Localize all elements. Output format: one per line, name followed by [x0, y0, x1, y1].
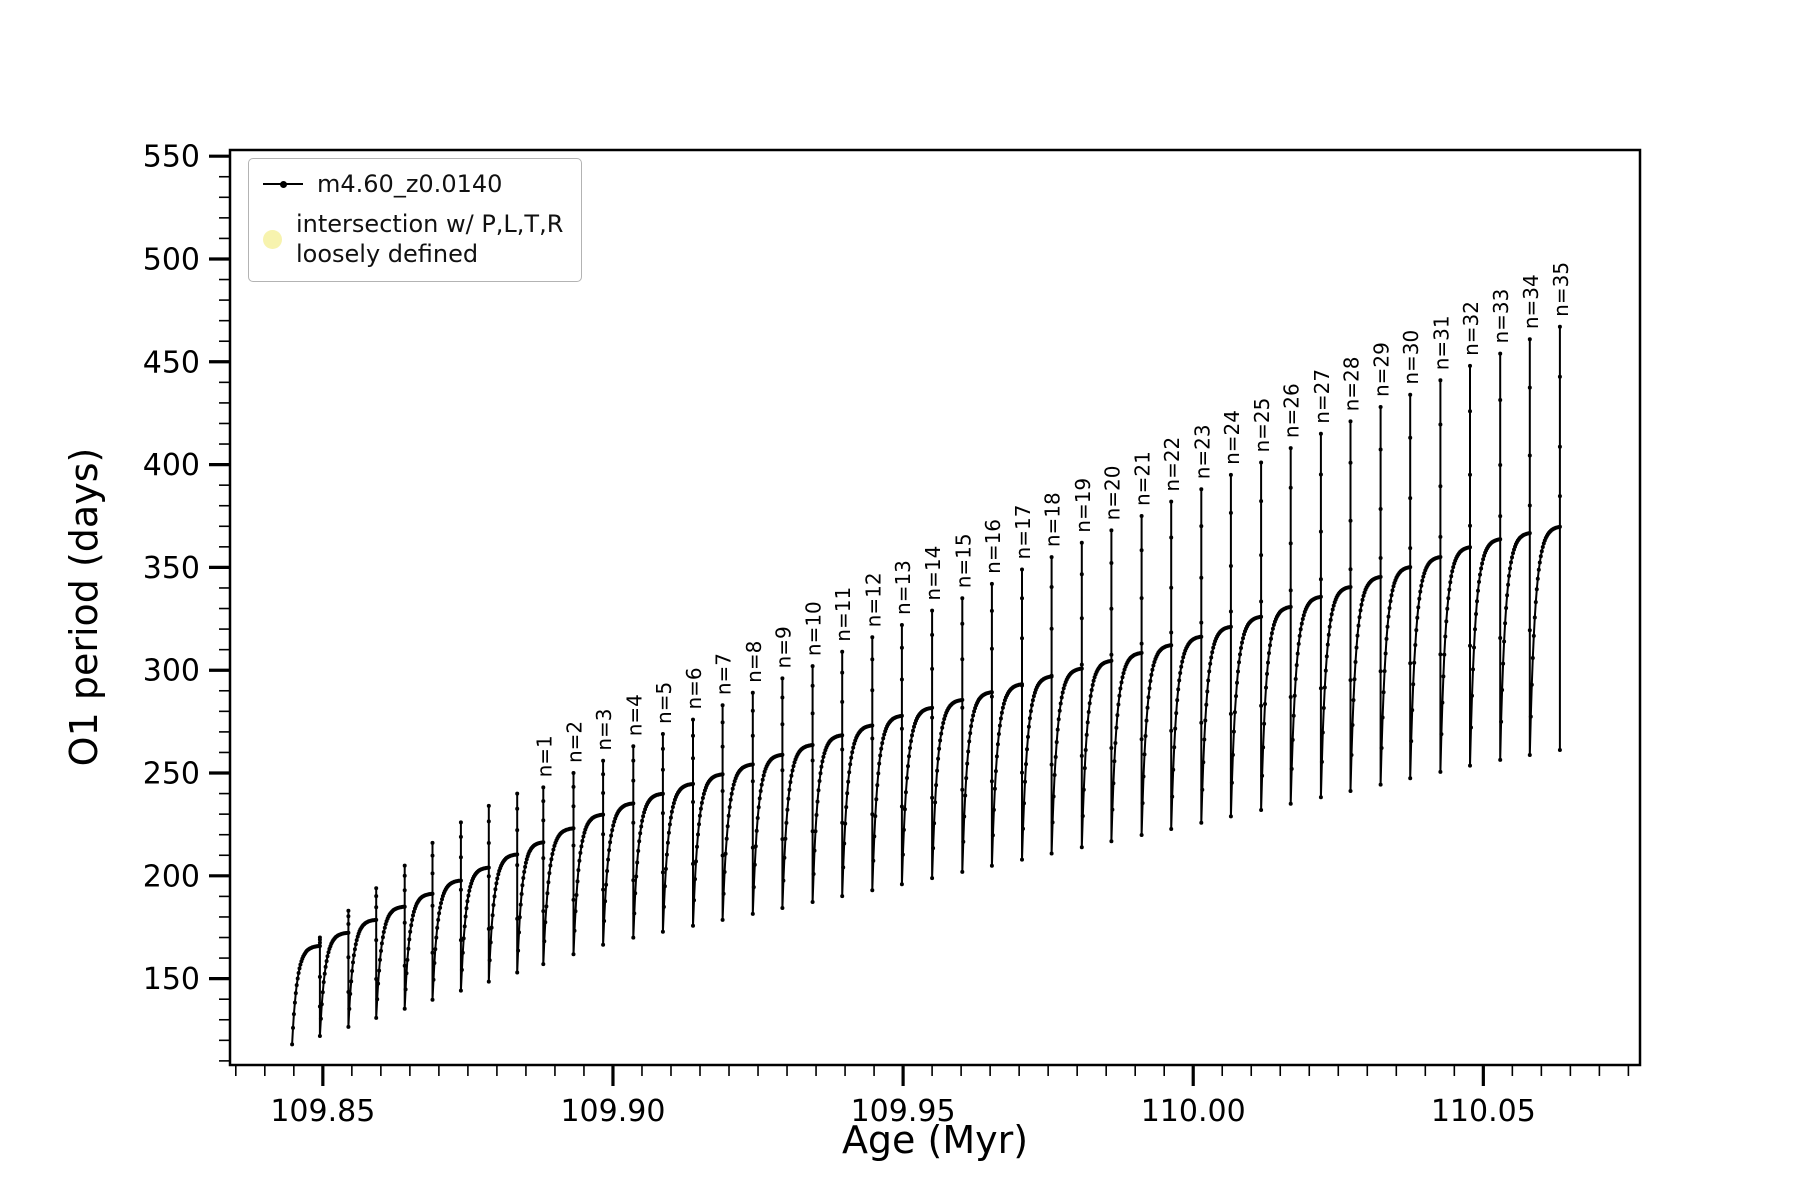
y-tick-label: 350 — [143, 551, 200, 586]
cycle-label: n=10 — [802, 601, 826, 656]
cycle-label: n=26 — [1280, 383, 1304, 438]
axis-ticks: 150 200 250 300 350 400 450 500 550 109.85 109.90 1… — [143, 140, 1630, 1129]
cycle-label: n=6 — [682, 667, 706, 709]
cycle-label: n=3 — [592, 709, 616, 751]
x-tick-label: 109.85 — [270, 1094, 375, 1129]
cycle-label: n=22 — [1160, 437, 1184, 492]
y-tick-label: 200 — [143, 859, 200, 894]
x-tick-label: 109.95 — [851, 1094, 956, 1129]
line-dot-marker-icon — [263, 180, 303, 188]
cycle-label: n=16 — [981, 519, 1005, 574]
cycle-label: n=29 — [1370, 342, 1394, 397]
cycle-label: n=35 — [1549, 262, 1573, 317]
cycle-label: n=2 — [563, 721, 587, 763]
cycle-label: n=13 — [891, 560, 915, 615]
series-markers — [290, 324, 1562, 1047]
cycle-label: n=4 — [622, 694, 646, 736]
legend-entry-series: m4.60_z0.0140 — [263, 169, 563, 199]
cycle-label: n=20 — [1100, 466, 1124, 521]
cycle-label: n=18 — [1041, 492, 1065, 547]
x-tick-label: 110.00 — [1141, 1094, 1246, 1129]
cycle-label: n=24 — [1220, 410, 1244, 465]
legend-series-label: m4.60_z0.0140 — [317, 170, 503, 198]
cycle-label: n=34 — [1519, 274, 1543, 329]
y-tick-label: 400 — [143, 448, 200, 483]
series-m460-z00140 — [290, 324, 1562, 1047]
cycle-label: n=31 — [1429, 315, 1453, 370]
cycle-label: n=32 — [1459, 301, 1483, 356]
x-tick-label: 109.90 — [560, 1094, 665, 1129]
y-tick-label: 550 — [143, 140, 200, 175]
legend-entry-intersection: intersection w/ P,L,T,R loosely defined — [263, 209, 563, 269]
y-tick-label: 500 — [143, 242, 200, 277]
legend: m4.60_z0.0140 intersection w/ P,L,T,R lo… — [248, 158, 583, 282]
cycle-labels: n=1 n=2 n=3 n=4 n=5 n=6 n=7 n=8 n=9 n=10 n=11 n=12 n… — [532, 262, 1573, 777]
cycle-label: n=17 — [1011, 505, 1035, 560]
cycle-label: n=19 — [1071, 478, 1095, 533]
x-axis-label: Age (Myr) — [841, 1118, 1029, 1162]
cycle-label: n=23 — [1190, 424, 1214, 479]
x-tick-label: 110.05 — [1431, 1094, 1536, 1129]
cycle-label: n=8 — [742, 641, 766, 683]
cycle-label: n=12 — [861, 572, 885, 627]
cycle-label: n=9 — [771, 626, 795, 668]
cycle-label: n=7 — [712, 653, 736, 695]
cycle-label: n=25 — [1250, 398, 1274, 453]
plot-border — [228, 148, 1642, 1067]
cycle-label: n=33 — [1489, 289, 1513, 344]
y-tick-label: 250 — [143, 757, 200, 792]
cycle-label: n=11 — [831, 587, 855, 642]
intersection-marker-icon — [263, 229, 282, 249]
y-axis-label: O1 period (days) — [62, 447, 106, 767]
cycle-label: n=30 — [1399, 330, 1423, 385]
cycle-label: n=1 — [532, 735, 556, 777]
cycle-label: n=27 — [1310, 369, 1334, 424]
y-tick-label: 450 — [143, 345, 200, 380]
cycle-label: n=5 — [652, 682, 676, 724]
cycle-label: n=15 — [951, 533, 975, 588]
cycle-label: n=14 — [921, 546, 945, 601]
y-tick-label: 300 — [143, 654, 200, 689]
cycle-label: n=28 — [1339, 357, 1363, 412]
series-line — [291, 326, 1561, 1045]
cycle-label: n=21 — [1131, 451, 1155, 506]
y-tick-label: 150 — [143, 962, 200, 997]
legend-intersection-label: intersection w/ P,L,T,R loosely defined — [296, 210, 564, 268]
